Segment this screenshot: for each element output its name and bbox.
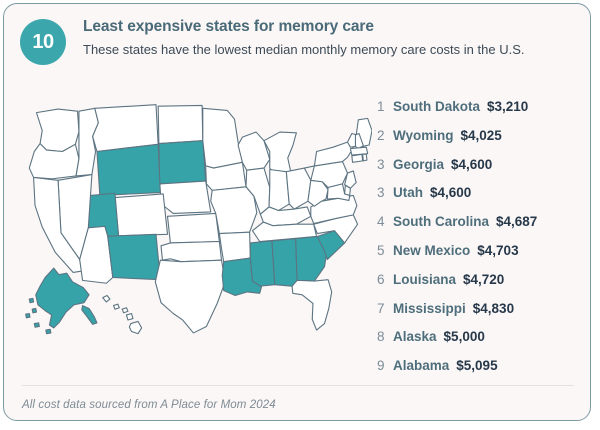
list-item-rank: 3	[377, 156, 385, 172]
list-item-price: $4,720	[463, 271, 505, 287]
list-item-rank: 6	[377, 271, 385, 287]
list-item-price: $4,600	[430, 185, 472, 201]
list-item-price: $5,000	[443, 329, 485, 345]
list-item-rank: 9	[377, 358, 385, 374]
state-wa	[36, 109, 78, 151]
state-hi-island-2	[114, 304, 120, 309]
state-ny	[304, 142, 353, 168]
state-al	[272, 239, 297, 287]
state-ri	[363, 154, 367, 161]
state-ak-island-5	[34, 323, 39, 327]
list-item-rank: 4	[377, 214, 385, 230]
state-hi-island-3	[122, 308, 128, 313]
list-item-price: $4,687	[496, 214, 538, 230]
page-subtitle: These states have the lowest median mont…	[83, 41, 525, 57]
us-map-svg	[12, 96, 372, 351]
state-md	[327, 184, 349, 201]
state-va	[311, 195, 357, 223]
state-ks	[168, 213, 220, 243]
list-item-price: $4,703	[477, 242, 519, 258]
list-item-price: $4,830	[472, 300, 515, 316]
list-item: 4 South Carolina $4,687	[377, 214, 589, 243]
state-ms	[250, 241, 274, 286]
list-item: 6 Louisiana $4,720	[377, 272, 589, 301]
state-ak-island-6	[46, 329, 51, 333]
state-sd	[159, 141, 206, 184]
list-item: 7 Mississippi $4,830	[377, 301, 589, 330]
list-item: 3 Georgia $4,600	[377, 157, 589, 186]
infographic-card: 10 Least expensive states for memory car…	[3, 3, 591, 421]
state-ak-island-4	[26, 314, 30, 318]
list-item-price: $4,025	[460, 127, 502, 143]
state-mo	[211, 187, 257, 234]
state-ar	[219, 232, 250, 262]
rank-badge: 10	[20, 19, 66, 65]
list-item: 5 New Mexico $4,703	[377, 243, 589, 272]
list-item: 3 Utah $4,600	[377, 185, 589, 214]
list-item-state: Utah	[393, 185, 423, 201]
state-ky	[260, 207, 310, 226]
list-item-state: Wyoming	[393, 127, 454, 143]
list-item-state: Alaska	[393, 329, 437, 345]
state-nm	[108, 234, 161, 279]
list-item-rank: 7	[377, 300, 385, 316]
list-item: 1 South Dakota $3,210	[377, 99, 589, 128]
list-item-state: South Dakota	[393, 99, 481, 114]
state-ca	[34, 177, 82, 272]
list-item-price: $5,095	[456, 358, 498, 374]
state-ak-island-3	[32, 308, 36, 312]
list-item-rank: 2	[377, 127, 385, 143]
list-item-state: New Mexico	[393, 242, 471, 258]
state-nj	[345, 171, 357, 188]
list-item-state: South Carolina	[393, 214, 490, 230]
list-item-rank: 1	[377, 99, 385, 114]
state-ma	[350, 147, 367, 155]
state-ak-island-1	[82, 306, 97, 325]
list-item: 8 Alaska $5,000	[377, 329, 589, 358]
list-item-state: Louisiana	[393, 271, 457, 287]
state-ak	[36, 268, 89, 328]
list-item-rank: 3	[377, 185, 385, 201]
state-mt	[93, 105, 159, 152]
state-tx	[155, 260, 225, 333]
list-item-rank: 8	[377, 329, 385, 345]
footer-divider	[22, 385, 574, 386]
header: 10 Least expensive states for memory car…	[4, 4, 590, 65]
source-note: All cost data sourced from A Place for M…	[22, 399, 276, 411]
list-item-price: $4,600	[451, 156, 493, 172]
state-co	[115, 194, 168, 236]
list-item-price: $3,210	[487, 99, 529, 114]
list-item: 9 Alabama $5,095	[377, 358, 589, 387]
page-title: Least expensive states for memory care	[83, 18, 374, 35]
state-hi-island-4	[126, 314, 132, 320]
state-ct	[352, 154, 363, 162]
state-hi-island-5	[129, 321, 141, 333]
state-nd	[158, 105, 203, 143]
rank-badge-number: 10	[32, 31, 54, 53]
ranked-state-list: 1 South Dakota $3,210 2 Wyoming $4,025 3…	[377, 99, 589, 387]
state-ne	[160, 181, 211, 213]
state-mi	[264, 132, 296, 179]
list-item-rank: 5	[377, 242, 385, 258]
state-wy	[97, 144, 160, 195]
state-hi-island-1	[103, 296, 110, 302]
state-ak-island-2	[29, 298, 33, 302]
list-item: 2 Wyoming $4,025	[377, 128, 589, 157]
state-fl	[292, 280, 332, 330]
state-mn	[203, 108, 243, 168]
us-map	[12, 96, 372, 351]
list-item-state: Alabama	[393, 358, 450, 374]
list-item-state: Mississippi	[393, 300, 466, 316]
header-text-block: Least expensive states for memory care T…	[83, 17, 524, 59]
state-oh	[286, 168, 310, 209]
list-item-state: Georgia	[393, 156, 445, 172]
state-ok	[161, 242, 221, 262]
